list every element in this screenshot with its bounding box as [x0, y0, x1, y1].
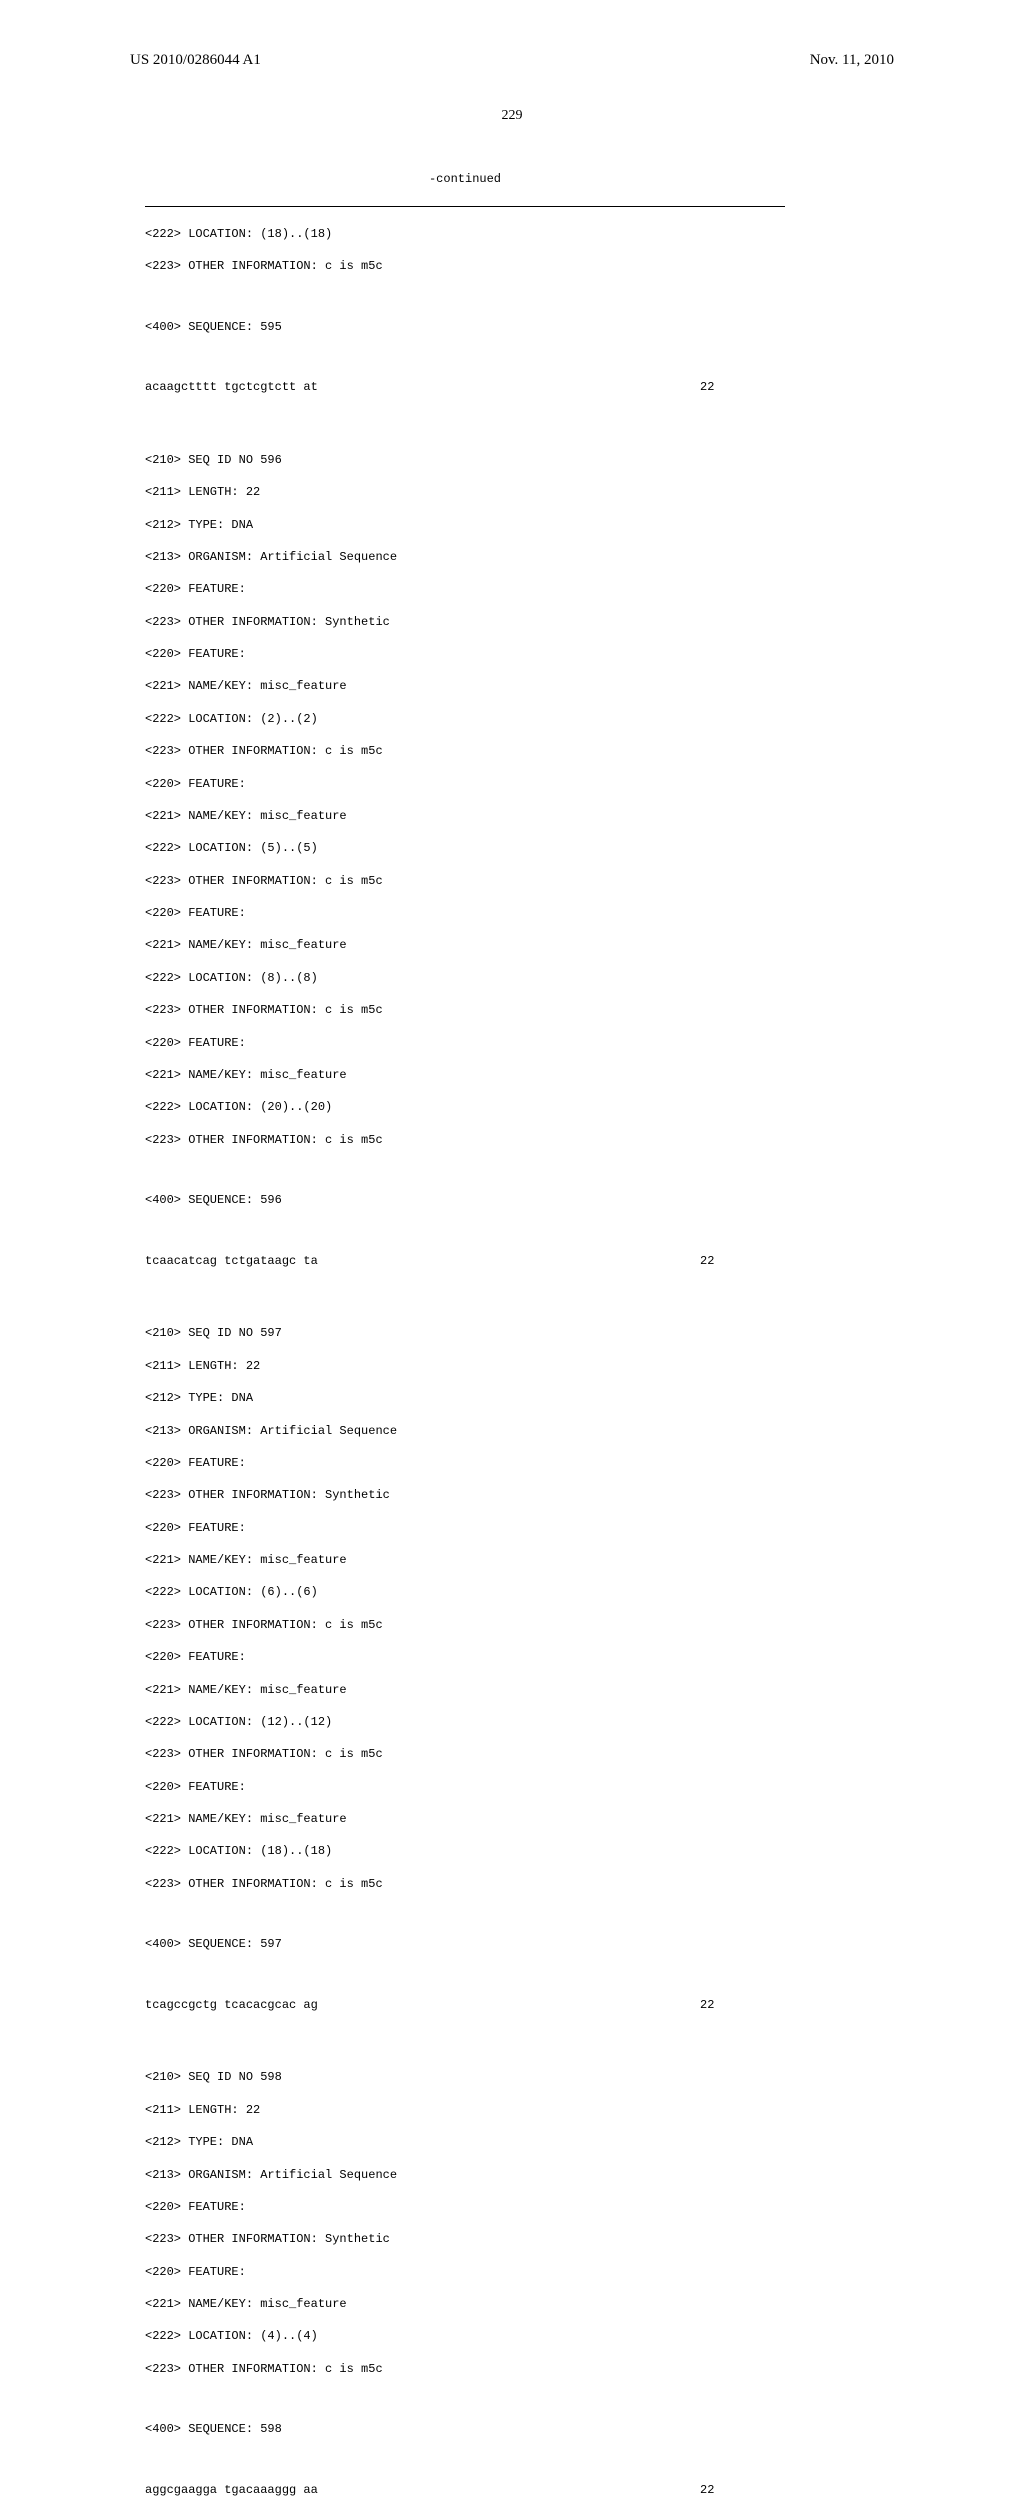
seq-annotation: <221> NAME/KEY: misc_feature — [145, 2296, 785, 2312]
publication-date: Nov. 11, 2010 — [810, 52, 894, 69]
seq-annotation: <220> FEATURE: — [145, 2199, 785, 2215]
seq-label: <400> SEQUENCE: 598 — [145, 2421, 785, 2437]
sequence-data: aggcgaagga tgacaaaggg aa22 — [145, 2482, 785, 2498]
seq-annotation: <210> SEQ ID NO 597 — [145, 1325, 785, 1341]
seq-annotation: <221> NAME/KEY: misc_feature — [145, 1552, 785, 1568]
sequence-data: tcagccgctg tcacacgcac ag22 — [145, 1997, 785, 2013]
seq-annotation: <223> OTHER INFORMATION: Synthetic — [145, 1487, 785, 1503]
seq-annotation: <220> FEATURE: — [145, 905, 785, 921]
seq-annotation: <220> FEATURE: — [145, 1649, 785, 1665]
seq-annotation: <223> OTHER INFORMATION: c is m5c — [145, 1132, 785, 1148]
seq-annotation: <221> NAME/KEY: misc_feature — [145, 808, 785, 824]
seq-annotation: <212> TYPE: DNA — [145, 517, 785, 533]
seq-annotation: <222> LOCATION: (8)..(8) — [145, 970, 785, 986]
seq-annotation: <223> OTHER INFORMATION: Synthetic — [145, 2231, 785, 2247]
seq-annotation: <221> NAME/KEY: misc_feature — [145, 1811, 785, 1827]
seq-annotation: <220> FEATURE: — [145, 776, 785, 792]
seq-annotation: <222> LOCATION: (20)..(20) — [145, 1099, 785, 1115]
seq-annotation: <223> OTHER INFORMATION: c is m5c — [145, 1002, 785, 1018]
seq-label: <400> SEQUENCE: 597 — [145, 1936, 785, 1952]
seq-length: 22 — [700, 379, 714, 395]
continued-label: -continued — [145, 171, 785, 187]
seq-annotation: <211> LENGTH: 22 — [145, 2102, 785, 2118]
seq-annotation: <223> OTHER INFORMATION: c is m5c — [145, 743, 785, 759]
sequence-data: acaagctttt tgctcgtctt at22 — [145, 379, 785, 395]
publication-number: US 2010/0286044 A1 — [130, 52, 261, 69]
seq-annotation: <223> OTHER INFORMATION: c is m5c — [145, 258, 785, 274]
seq-annotation: <223> OTHER INFORMATION: Synthetic — [145, 614, 785, 630]
seq-annotation: <221> NAME/KEY: misc_feature — [145, 937, 785, 953]
seq-label: <400> SEQUENCE: 595 — [145, 319, 785, 335]
seq-annotation: <223> OTHER INFORMATION: c is m5c — [145, 1746, 785, 1762]
seq-annotation: <222> LOCATION: (18)..(18) — [145, 226, 785, 242]
seq-annotation: <212> TYPE: DNA — [145, 2134, 785, 2150]
seq-annotation: <221> NAME/KEY: misc_feature — [145, 1067, 785, 1083]
seq-annotation: <222> LOCATION: (2)..(2) — [145, 711, 785, 727]
seq-annotation: <222> LOCATION: (18)..(18) — [145, 1843, 785, 1859]
seq-annotation: <220> FEATURE: — [145, 646, 785, 662]
seq-annotation: <211> LENGTH: 22 — [145, 1358, 785, 1374]
seq-annotation: <213> ORGANISM: Artificial Sequence — [145, 549, 785, 565]
seq-annotation: <222> LOCATION: (4)..(4) — [145, 2328, 785, 2344]
seq-annotation: <221> NAME/KEY: misc_feature — [145, 678, 785, 694]
seq-annotation: <222> LOCATION: (6)..(6) — [145, 1584, 785, 1600]
seq-annotation: <212> TYPE: DNA — [145, 1390, 785, 1406]
seq-annotation: <223> OTHER INFORMATION: c is m5c — [145, 1876, 785, 1892]
seq-annotation: <222> LOCATION: (12)..(12) — [145, 1714, 785, 1730]
seq-annotation: <222> LOCATION: (5)..(5) — [145, 840, 785, 856]
seq-length: 22 — [700, 2482, 714, 2498]
seq-annotation: <220> FEATURE: — [145, 1455, 785, 1471]
seq-length: 22 — [700, 1997, 714, 2013]
seq-annotation: <210> SEQ ID NO 596 — [145, 452, 785, 468]
seq-annotation: <213> ORGANISM: Artificial Sequence — [145, 1423, 785, 1439]
seq-annotation: <220> FEATURE: — [145, 1035, 785, 1051]
seq-annotation: <210> SEQ ID NO 598 — [145, 2069, 785, 2085]
seq-length: 22 — [700, 1253, 714, 1269]
seq-annotation: <220> FEATURE: — [145, 1779, 785, 1795]
seq-annotation: <213> ORGANISM: Artificial Sequence — [145, 2167, 785, 2183]
seq-annotation: <211> LENGTH: 22 — [145, 484, 785, 500]
divider — [145, 206, 785, 207]
seq-annotation: <223> OTHER INFORMATION: c is m5c — [145, 873, 785, 889]
seq-annotation: <223> OTHER INFORMATION: c is m5c — [145, 1617, 785, 1633]
sequence-data: tcaacatcag tctgataagc ta22 — [145, 1253, 785, 1269]
seq-annotation: <220> FEATURE: — [145, 2264, 785, 2280]
seq-label: <400> SEQUENCE: 596 — [145, 1192, 785, 1208]
seq-annotation: <223> OTHER INFORMATION: c is m5c — [145, 2361, 785, 2377]
seq-annotation: <220> FEATURE: — [145, 1520, 785, 1536]
seq-annotation: <221> NAME/KEY: misc_feature — [145, 1682, 785, 1698]
page-number: 229 — [0, 108, 1024, 124]
sequence-listing-content: -continued <222> LOCATION: (18)..(18) <2… — [145, 155, 785, 2514]
seq-annotation: <220> FEATURE: — [145, 581, 785, 597]
